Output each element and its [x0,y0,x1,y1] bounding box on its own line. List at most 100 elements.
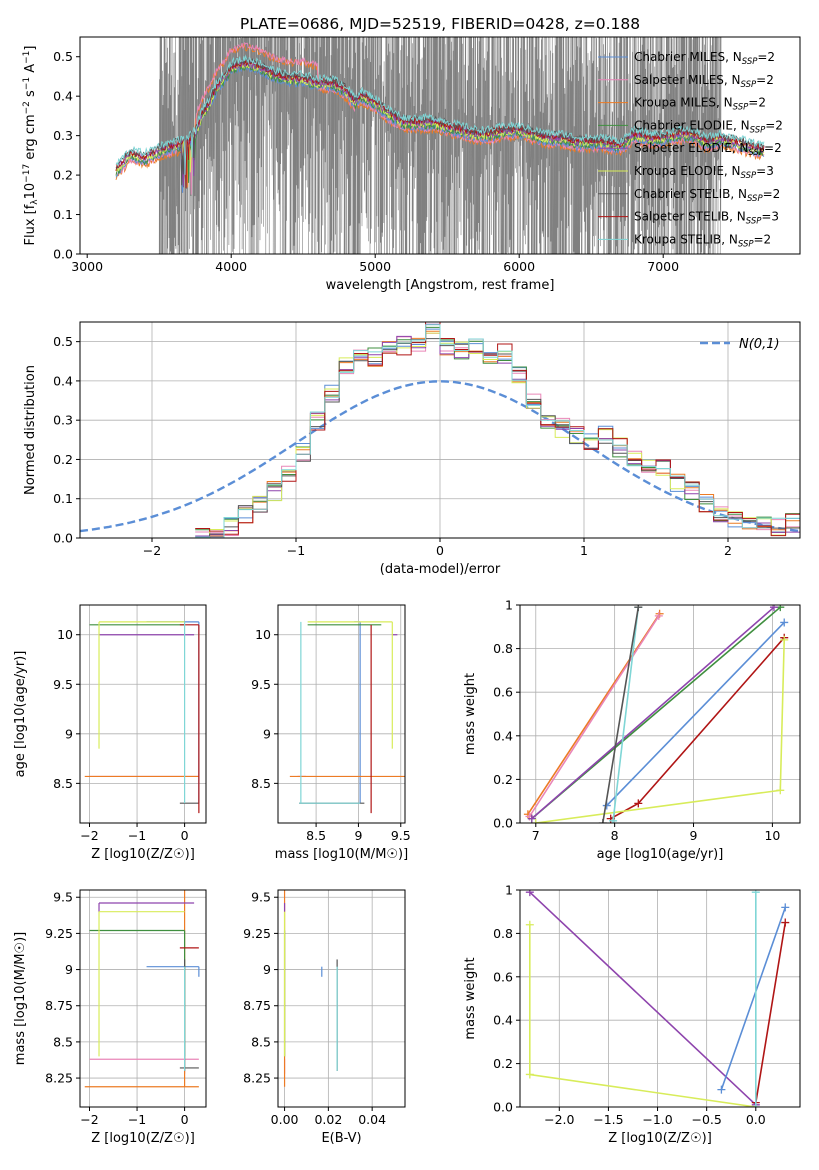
x-tick-label: 0 [436,543,444,558]
weight-line-kroupa-elodie [535,639,785,823]
weight-marker [609,816,618,823]
x-tick-label: 7000 [647,259,679,274]
y-tick-label: 8.25 [45,1071,73,1086]
weight-line-salpeter-elodie [529,891,757,1106]
weight-line-salpeter-elodie [531,606,775,820]
weight-line-chabrier-stelib [602,607,640,823]
x-tick-label: 8 [611,828,619,843]
plot-area [84,621,200,814]
x-axis-label: (data-model)/error [380,562,501,577]
weight-marker [780,618,789,627]
y-axis-label: mass weight [463,957,478,1039]
x-tick-label: 0.02 [314,1112,342,1127]
y-tick-label: 0.2 [493,1056,513,1071]
y-tick-label: 0.6 [493,685,513,700]
age-vs-mass-panel: 8.5 9 9.5 8.5 9 9.5 10 mass [log10(M/M☉)] [251,604,411,862]
mass-vs-Z-panel: −2 −1 0 8.25 8.5 8.75 9 9.25 9.5 Z [log10(Z/Z☉)] m… [13,889,207,1146]
y-tick-label: 8.5 [53,1034,73,1049]
y-tick-label: 8.5 [251,1034,271,1049]
legend-entry: Salpeter MILES, NSSP=2 [634,73,774,90]
y-tick-label: 0.1 [53,491,73,506]
mass-vs-EBV-panel: 0.00 0.02 0.04 8.25 8.5 8.75 9 9.25 9.5 E(B-V) [243,889,406,1146]
y-tick-label: 0.0 [53,247,73,262]
x-tick-label: 0 [181,1112,189,1127]
y-tick-label: 9.25 [243,926,271,941]
x-axis-label: wavelength [Angstrom, rest frame] [326,278,555,293]
axes-frame [277,604,406,824]
plot-area [115,37,765,254]
normal-curve [80,380,800,533]
histogram-step-kroupa-elodie [195,332,800,538]
y-tick-label: 8.5 [53,776,73,791]
plot-area [525,890,790,1107]
x-tick-label: 0 [181,828,189,843]
x-tick-label: 5000 [359,259,391,274]
weight-vs-Z-panel: −2.0 −1.5 −1.0 −0.5 0.0 0.0 0.2 0.4 0.6 0.8 1 Z [lo… [463,883,801,1146]
weight-marker [751,890,760,897]
weight-marker [634,605,643,612]
y-tick-label: 0.0 [493,1100,513,1115]
weight-marker [531,819,540,823]
x-tick-label: 0.00 [271,1112,299,1127]
histogram-step-chabrier-stelib [195,338,800,538]
plot-area [523,605,789,823]
y-tick-label: 0.8 [493,926,513,941]
weight-line-kroupa-stelib [612,607,640,821]
histogram-step-kroupa-stelib [195,324,800,538]
y-tick-label: 9 [65,726,73,741]
y-tick-label: 0.3 [53,128,73,143]
x-tick-label: 2 [724,543,732,558]
x-tick-label: −2 [80,1112,98,1127]
x-tick-label: 0.0 [746,1112,766,1127]
y-axis-label: Flux [fλ10−17 erg cm−2 s−1 A−1] [22,46,40,246]
y-tick-label: 1 [505,883,513,898]
y-tick-label: 0.1 [53,207,73,222]
legend-entry: Salpeter ELODIE, NSSP=2 [634,141,782,158]
y-tick-label: 9.25 [45,926,73,941]
y-tick-label: 9.5 [251,677,271,692]
y-tick-label: 0.0 [493,816,513,831]
axes-frame [519,604,801,824]
y-tick-label: 0.4 [53,89,73,104]
weight-marker [751,1103,760,1107]
weight-line-chabrier-miles [720,907,787,1090]
model-line-kroupa-miles [115,43,765,189]
weight-marker [525,1070,534,1079]
plot-area [80,322,800,538]
legend-entry: Chabrier STELIB, NSSP=2 [634,187,780,204]
y-tick-label: 9 [263,962,271,977]
x-axis-label: Z [log10(Z/Z☉)] [91,847,195,862]
x-tick-label: 8.5 [306,828,326,843]
weight-marker [781,918,790,927]
weight-marker [634,799,643,808]
weight-marker [717,1085,726,1094]
weight-line-salpeter-miles [528,615,660,817]
axes-frame [79,889,207,1108]
weight-line-kroupa-elodie [529,924,756,1107]
x-tick-label: −2 [143,543,161,558]
axes-frame [79,36,801,255]
y-tick-label: 0.2 [53,452,73,467]
legend-entry: N(0,1) [739,337,780,352]
y-tick-label: 10 [57,627,73,642]
legend-entry: Chabrier ELODIE, NSSP=2 [634,118,783,135]
x-axis-label: mass [log10(M/M☉)] [275,847,408,862]
y-tick-label: 9.5 [53,677,73,692]
x-tick-label: 3000 [71,259,103,274]
x-tick-label: 9 [354,828,362,843]
residuals-panel: −2 −1 0 1 2 0.0 0.1 0.2 0.3 0.4 0.5 (data-model)/er… [23,321,801,577]
y-tick-label: 0.6 [493,969,513,984]
x-axis-label: age [log10(age/yr)] [597,847,724,862]
y-tick-label: 0.5 [53,49,73,64]
y-axis-label: mass [log10(M/M☉)] [13,932,28,1065]
age-vs-Z-panel: −2 −1 0 8.5 9 9.5 10 Z [log10(Z/Z☉)] age [log10(… [13,604,207,862]
y-tick-label: 0.4 [53,373,73,388]
weight-vs-age-panel: 7 8 9 10 0.0 0.2 0.4 0.6 0.8 1 age [log10(age/yr)]… [463,598,801,862]
plot-area [289,621,405,814]
y-tick-label: 9.5 [251,890,271,905]
legend-entry: Chabrier MILES, NSSP=2 [634,50,775,67]
x-tick-label: 9.5 [391,828,411,843]
weight-marker [527,814,536,823]
weight-marker [654,611,663,620]
